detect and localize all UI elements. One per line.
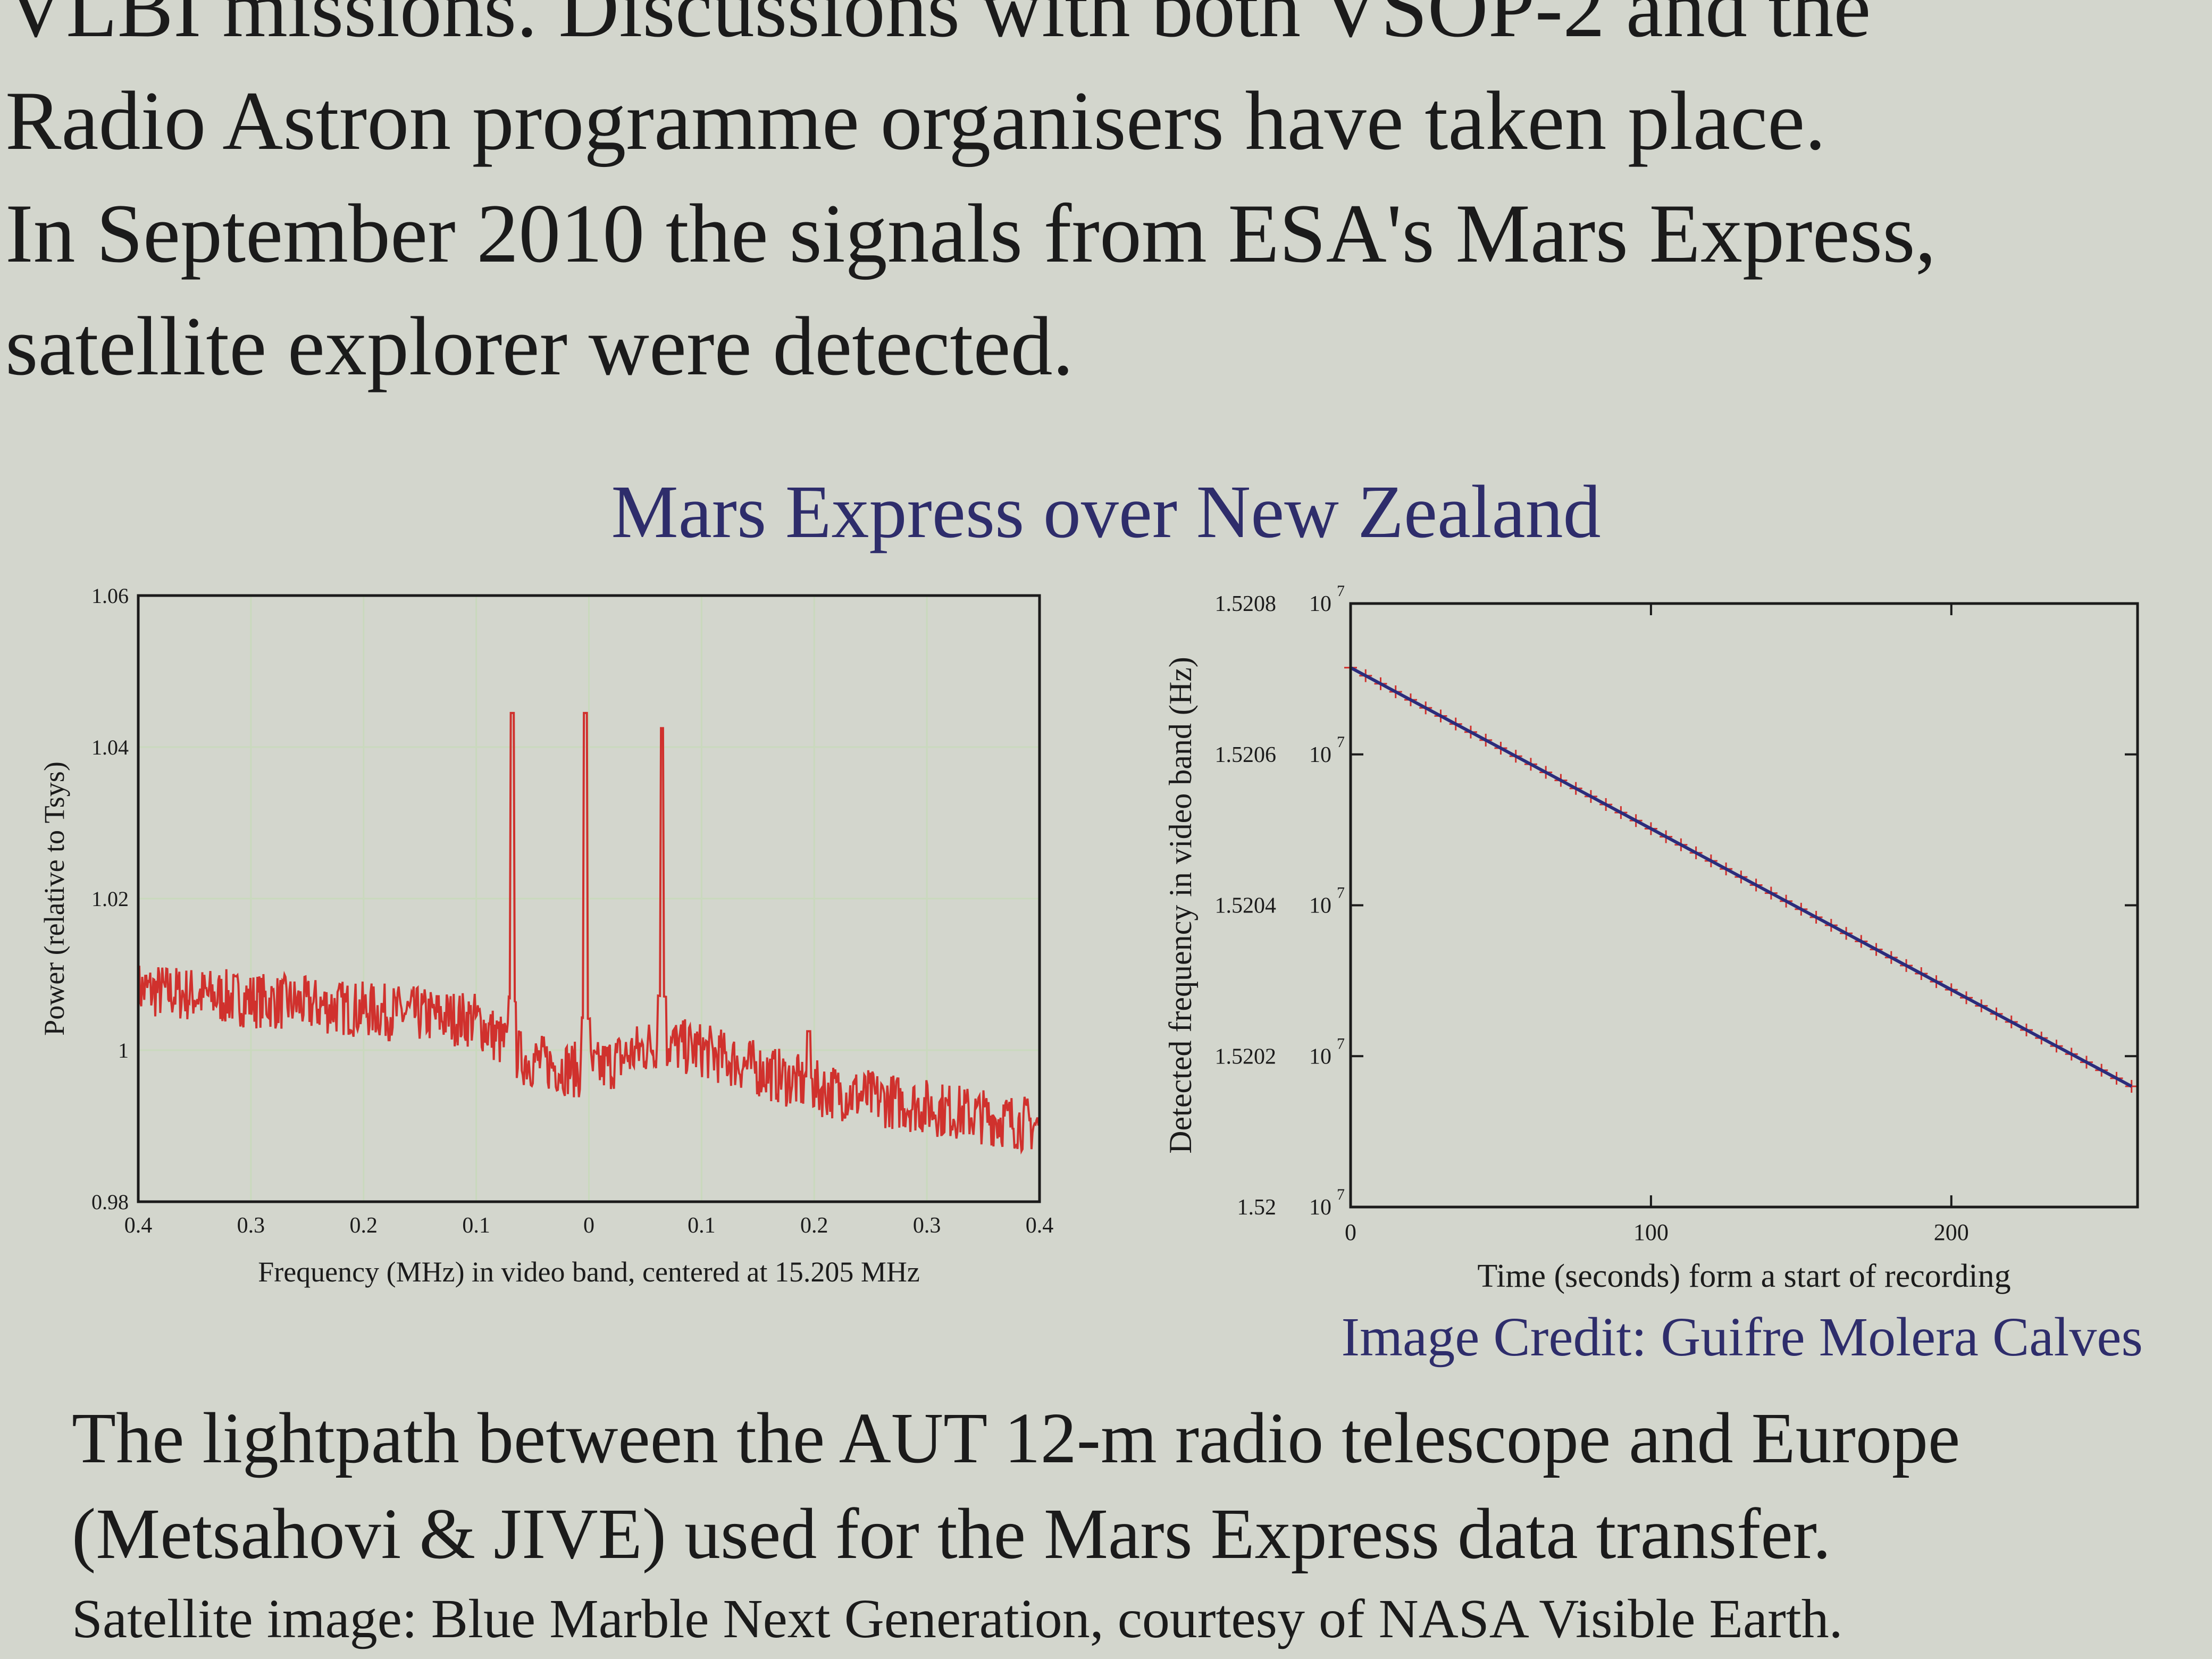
spectrum-ticks: 0.4 0.3 0.2 0.1 0 0.1 0.2 0.3 0.40.9811.021.041.… xyxy=(91,584,1053,1238)
x-tick-label: 0.3 xyxy=(237,1213,265,1238)
satellite-note: Satellite image: Blue Marble Next Genera… xyxy=(72,1588,1843,1649)
y-tick-exponent-base: 10 xyxy=(1309,894,1331,918)
y-tick-exponent: 7 xyxy=(1337,582,1345,600)
y-tick-label: 1.5204 xyxy=(1215,894,1277,918)
intro-line: In September 2010 the signals from ESA's… xyxy=(5,187,1937,280)
x-tick-label: 0.2 xyxy=(800,1213,828,1238)
spectrum-x-axis-label: Frequency (MHz) in video band, centered … xyxy=(258,1256,920,1288)
drift-x-axis-label: Time (seconds) form a start of recording xyxy=(1477,1258,2010,1294)
y-tick-label: 1.5206 xyxy=(1215,743,1277,767)
y-tick-label: 1.5208 xyxy=(1215,592,1277,616)
intro-line: Radio Astron programme organisers have t… xyxy=(5,74,1826,167)
y-tick-exponent-base: 10 xyxy=(1309,1195,1331,1220)
x-tick-label: 0 xyxy=(1345,1219,1356,1245)
x-tick-label: 200 xyxy=(1934,1219,1969,1245)
y-tick-exponent: 7 xyxy=(1337,1035,1345,1052)
caption-line: The lightpath between the AUT 12-m radio… xyxy=(72,1398,1960,1478)
spectrum-chart: 0.4 0.3 0.2 0.1 0 0.1 0.2 0.3 0.40.9811.021.041.… xyxy=(38,584,1053,1288)
x-tick-label: 0.1 xyxy=(462,1213,490,1238)
caption-line: (Metsahovi & JIVE) used for the Mars Exp… xyxy=(72,1494,1831,1574)
x-tick-label: 0.4 xyxy=(1026,1213,1054,1238)
spectrum-y-axis-label: Power (relative to Tsys) xyxy=(38,761,70,1036)
y-tick-label: 1.5202 xyxy=(1215,1044,1277,1069)
y-tick-exponent-base: 10 xyxy=(1309,592,1331,616)
x-tick-label: 0.3 xyxy=(913,1213,941,1238)
x-tick-label: 100 xyxy=(1633,1219,1669,1245)
intro-line: VLBI missions. Discussions with both VSO… xyxy=(5,0,1871,55)
y-tick-exponent-base: 10 xyxy=(1309,743,1331,767)
x-tick-label: 0 xyxy=(583,1213,594,1238)
y-tick-label: 1.52 xyxy=(1237,1195,1277,1220)
y-tick-label: 1.04 xyxy=(91,735,129,759)
y-tick-exponent: 7 xyxy=(1337,733,1345,751)
drift-ticks: 0 100 200 1.52 10 7 1.5202 10 7 1.5204 10 7 1.5206 10… xyxy=(1215,582,2138,1245)
x-tick-label: 0.4 xyxy=(124,1213,153,1238)
y-tick-label: 0.98 xyxy=(91,1190,129,1214)
x-tick-label: 0.1 xyxy=(688,1213,716,1238)
drift-y-axis-label: Detected frequency in video band (Hz) xyxy=(1163,657,1198,1154)
y-tick-exponent-base: 10 xyxy=(1309,1044,1331,1069)
frequency-drift-chart: 0 100 200 1.52 10 7 1.5202 10 7 1.5204 10 7 1.5206 10… xyxy=(1163,582,2139,1294)
fit-line xyxy=(1350,666,2133,1088)
y-tick-label: 1.06 xyxy=(91,584,129,608)
y-tick-exponent: 7 xyxy=(1337,1186,1345,1203)
image-credit: Image Credit: Guifre Molera Calves xyxy=(1341,1306,2143,1368)
drift-plot-frame xyxy=(1349,602,2139,1209)
intro-line: satellite explorer were detected. xyxy=(5,300,1074,393)
x-tick-label: 0.2 xyxy=(350,1213,378,1238)
y-tick-exponent: 7 xyxy=(1337,884,1345,902)
poster-title: Mars Express over New Zealand xyxy=(611,470,1601,554)
spectrum-plot-frame xyxy=(137,594,1041,1203)
y-tick-label: 1 xyxy=(118,1038,129,1062)
spectrum-trace xyxy=(137,711,1041,1155)
y-tick-label: 1.02 xyxy=(91,887,129,911)
